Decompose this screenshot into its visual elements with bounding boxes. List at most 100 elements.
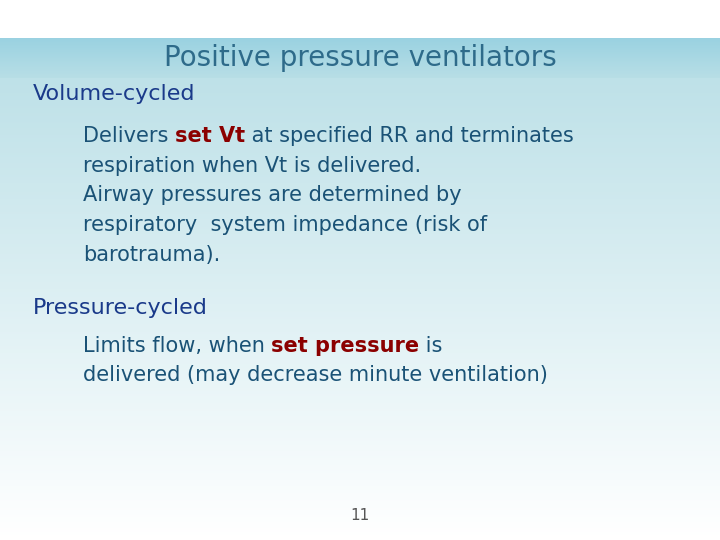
- Bar: [0, 515, 720, 517]
- Bar: [0, 255, 720, 257]
- Bar: [0, 351, 720, 353]
- Bar: [0, 396, 720, 397]
- Bar: [0, 373, 720, 374]
- Bar: [0, 251, 720, 252]
- Bar: [0, 269, 720, 271]
- Bar: [0, 170, 720, 172]
- Text: Limits flow, when: Limits flow, when: [83, 335, 271, 356]
- Bar: [0, 59, 720, 61]
- Text: Airway pressures are determined by: Airway pressures are determined by: [83, 185, 462, 206]
- Bar: [0, 133, 720, 135]
- Bar: [0, 436, 720, 438]
- Bar: [0, 379, 720, 381]
- Bar: [0, 344, 720, 346]
- Bar: [0, 140, 720, 141]
- Bar: [0, 354, 720, 356]
- Bar: [0, 252, 720, 254]
- Bar: [0, 113, 720, 115]
- Bar: [0, 227, 720, 228]
- Bar: [0, 286, 720, 287]
- Bar: [0, 377, 720, 379]
- Bar: [0, 184, 720, 185]
- Bar: [0, 215, 720, 217]
- Bar: [0, 98, 720, 100]
- Bar: [0, 291, 720, 292]
- Bar: [0, 245, 720, 247]
- Bar: [0, 148, 720, 150]
- Bar: [0, 143, 720, 145]
- Bar: [0, 239, 720, 240]
- Bar: [0, 480, 720, 482]
- Text: at specified RR and terminates: at specified RR and terminates: [245, 126, 574, 146]
- Bar: [0, 208, 720, 210]
- Bar: [0, 316, 720, 318]
- Bar: [0, 475, 720, 476]
- Bar: [0, 266, 720, 267]
- Bar: [0, 483, 720, 485]
- Bar: [0, 118, 720, 120]
- Bar: [0, 271, 720, 272]
- Bar: [0, 135, 720, 137]
- Text: delivered (may decrease minute ventilation): delivered (may decrease minute ventilati…: [83, 365, 548, 386]
- Bar: [0, 369, 720, 371]
- Bar: [0, 117, 720, 118]
- Bar: [0, 130, 720, 132]
- Bar: [0, 182, 720, 184]
- Bar: [0, 451, 720, 453]
- Bar: [0, 401, 720, 403]
- Bar: [0, 185, 720, 187]
- Bar: [0, 235, 720, 237]
- Bar: [0, 502, 720, 503]
- Bar: [0, 356, 720, 357]
- Bar: [0, 53, 720, 55]
- Bar: [0, 526, 720, 528]
- Bar: [0, 249, 720, 251]
- Bar: [0, 348, 720, 349]
- Bar: [0, 349, 720, 351]
- Bar: [0, 214, 720, 215]
- Bar: [0, 115, 720, 117]
- Bar: [0, 493, 720, 495]
- Bar: [0, 374, 720, 376]
- Bar: [0, 444, 720, 446]
- Bar: [0, 309, 720, 310]
- Bar: [0, 362, 720, 364]
- Bar: [0, 295, 720, 297]
- Bar: [0, 71, 720, 73]
- Bar: [0, 318, 720, 319]
- Bar: [0, 177, 720, 178]
- Bar: [0, 482, 720, 483]
- Bar: [0, 470, 720, 471]
- Bar: [0, 232, 720, 234]
- Bar: [0, 424, 720, 426]
- Bar: [0, 361, 720, 362]
- Bar: [0, 193, 720, 195]
- Bar: [0, 304, 720, 306]
- Bar: [0, 530, 720, 531]
- Bar: [0, 111, 720, 113]
- Bar: [0, 96, 720, 98]
- Bar: [0, 336, 720, 338]
- Bar: [0, 458, 720, 460]
- Bar: [0, 416, 720, 418]
- Text: respiratory  system impedance (risk of: respiratory system impedance (risk of: [83, 215, 487, 235]
- Bar: [0, 446, 720, 448]
- Bar: [0, 307, 720, 309]
- Bar: [0, 297, 720, 299]
- Bar: [0, 478, 720, 480]
- Bar: [0, 534, 720, 535]
- Bar: [0, 359, 720, 361]
- Bar: [0, 525, 720, 526]
- Bar: [0, 433, 720, 435]
- Bar: [0, 456, 720, 458]
- Bar: [0, 455, 720, 456]
- Bar: [0, 158, 720, 160]
- Text: respiration when Vt is delivered.: respiration when Vt is delivered.: [83, 156, 421, 176]
- Bar: [0, 264, 720, 266]
- Bar: [0, 122, 720, 123]
- Bar: [0, 91, 720, 93]
- Bar: [0, 150, 720, 152]
- Bar: [0, 453, 720, 455]
- Text: Delivers: Delivers: [83, 126, 175, 146]
- Bar: [0, 500, 720, 502]
